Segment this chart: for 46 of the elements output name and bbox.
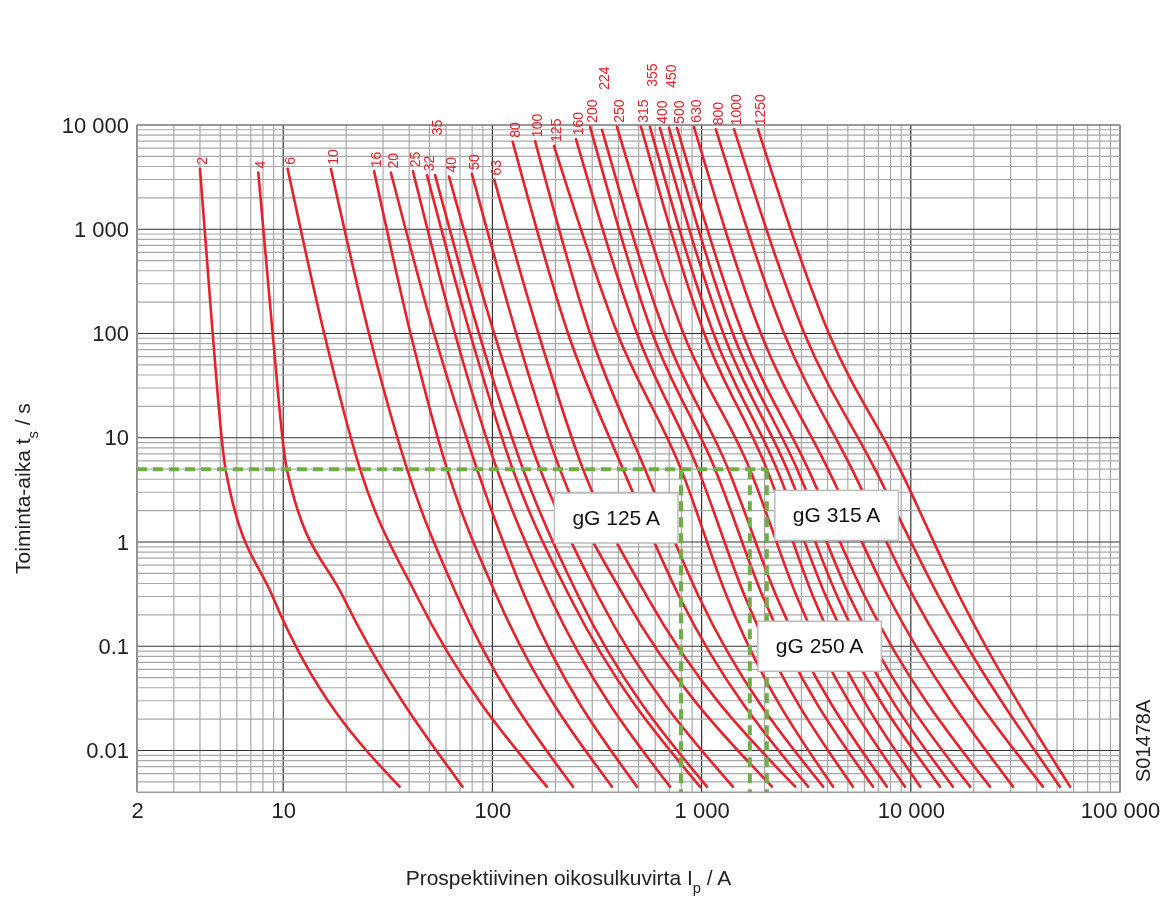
text: 25 bbox=[406, 151, 423, 168]
x-tick-label: 100 000 bbox=[1080, 797, 1161, 823]
text: 1250 bbox=[751, 93, 768, 126]
text: 160 bbox=[570, 111, 587, 136]
text: 630 bbox=[687, 99, 704, 123]
text: 32 bbox=[421, 155, 438, 172]
y-tick-label: 10 bbox=[104, 425, 129, 451]
y-tick-label: 1 bbox=[116, 529, 129, 555]
x-axis-title: Prospektiivinen oikosulkuvirta I$_{p}$ / A bbox=[405, 866, 732, 896]
text: 450 bbox=[662, 64, 679, 88]
text: 125 bbox=[548, 118, 565, 142]
text: 2 bbox=[193, 156, 210, 165]
y-tick-label: 0.1 bbox=[98, 633, 129, 659]
x-tick-label: 10 bbox=[271, 797, 296, 823]
annotation: gG 250 A bbox=[775, 634, 864, 658]
text: 315 bbox=[634, 99, 651, 123]
text: 35 bbox=[429, 119, 446, 136]
text: S01478A bbox=[1132, 699, 1154, 782]
x-tick-label: 2 bbox=[131, 797, 144, 823]
text: 200 bbox=[584, 99, 601, 123]
text: 100 bbox=[529, 113, 546, 138]
y-tick-label: 1 000 bbox=[73, 216, 129, 242]
text: 40 bbox=[442, 156, 459, 173]
text: 355 bbox=[643, 63, 660, 87]
text: 224 bbox=[595, 66, 612, 90]
text: 6 bbox=[281, 156, 298, 165]
x-tick-label: 10 000 bbox=[877, 797, 945, 823]
text: 500 bbox=[671, 100, 688, 124]
text: 10 bbox=[324, 149, 341, 165]
text: 400 bbox=[653, 100, 670, 124]
text: 63 bbox=[488, 159, 505, 176]
y-tick-label: 0.01 bbox=[86, 738, 129, 764]
y-tick-label: 100 bbox=[92, 321, 129, 347]
text: 16 bbox=[368, 151, 385, 168]
annotation: gG 125 A bbox=[572, 505, 660, 529]
text: 250 bbox=[610, 99, 627, 123]
x-tick-label: 1 000 bbox=[674, 797, 730, 823]
text: 50 bbox=[465, 154, 482, 170]
text: 80 bbox=[506, 122, 523, 138]
y-tick-label: 10 000 bbox=[61, 112, 129, 138]
text: 20 bbox=[384, 152, 401, 169]
x-tick-label: 100 bbox=[474, 797, 512, 823]
annotation: gG 315 A bbox=[792, 503, 881, 527]
text: 4 bbox=[252, 160, 269, 169]
text: 800 bbox=[709, 101, 726, 126]
text: 1000 bbox=[728, 93, 745, 126]
